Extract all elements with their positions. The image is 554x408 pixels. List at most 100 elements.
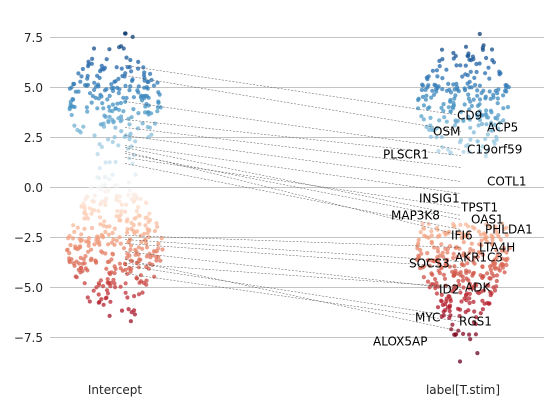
gene-label: RGS1	[459, 315, 492, 329]
coefficient-point	[439, 298, 444, 303]
coefficient-point	[481, 88, 486, 93]
coefficient-point	[504, 225, 509, 230]
gene-label: MYC	[415, 311, 440, 325]
coefficient-point	[435, 74, 440, 79]
coefficient-point	[126, 307, 131, 312]
gene-connector-line	[124, 101, 462, 150]
coefficient-point	[107, 160, 112, 165]
coefficient-point	[113, 159, 118, 165]
coefficient-point	[91, 199, 96, 204]
coefficient-point	[83, 254, 88, 259]
coefficient-point	[131, 192, 136, 197]
coefficient-point	[495, 101, 500, 106]
coefficient-point	[107, 108, 112, 113]
y-tick-label: 7.5	[24, 31, 43, 45]
coefficient-point	[70, 236, 76, 241]
gene-label: INSIG1	[419, 192, 460, 206]
coefficient-point	[114, 214, 119, 219]
coefficient-point	[485, 271, 490, 276]
coefficient-point	[477, 109, 482, 114]
coefficient-point	[482, 232, 488, 237]
coefficient-point	[435, 234, 441, 239]
coefficient-point	[458, 222, 463, 227]
coefficient-point	[99, 232, 104, 238]
coefficient-point	[456, 278, 461, 284]
coefficient-point	[460, 74, 465, 79]
coefficient-point	[461, 149, 466, 154]
coefficient-point	[488, 290, 493, 295]
coefficient-point	[126, 180, 131, 185]
coefficient-point	[495, 91, 500, 96]
coefficient-point	[484, 108, 489, 113]
coefficient-point	[91, 46, 97, 51]
coefficient-point	[79, 232, 84, 237]
coefficient-point	[115, 183, 120, 188]
coefficient-point	[440, 250, 445, 255]
coefficient-point	[451, 255, 456, 261]
coefficient-point	[501, 106, 506, 111]
coefficient-point	[477, 97, 483, 102]
gene-labels: CD9 ACP5 OSM C19orf59 PLSCR1 COTL1 INSIG1TPST1…	[373, 109, 533, 349]
coefficient-point	[445, 305, 450, 310]
coefficient-point	[107, 177, 112, 182]
gene-connector-line	[124, 119, 462, 156]
coefficient-point	[95, 106, 100, 111]
coefficient-point	[103, 160, 108, 165]
coefficient-point	[448, 313, 453, 318]
coefficient-point	[118, 266, 123, 271]
coefficient-point	[100, 101, 105, 106]
coefficient-point	[433, 284, 438, 289]
coefficient-point	[128, 84, 133, 89]
coefficient-point	[119, 66, 124, 71]
coefficient-point	[127, 253, 132, 258]
coefficient-point	[80, 66, 85, 72]
coefficient-point	[118, 241, 123, 246]
coefficient-point	[485, 240, 490, 245]
coefficient-point	[106, 137, 111, 142]
coefficient-point	[126, 193, 131, 198]
coefficient-point	[89, 61, 94, 66]
coefficient-point	[124, 219, 129, 224]
x-tick-label: label[T.stim]	[426, 383, 500, 397]
coefficient-point	[81, 257, 86, 262]
coefficient-point	[454, 63, 459, 68]
coefficient-point	[92, 87, 97, 92]
coefficient-point	[471, 285, 476, 291]
coefficient-point	[136, 59, 141, 64]
coefficient-point	[82, 281, 87, 286]
coefficient-point	[105, 277, 110, 282]
coefficient-point	[117, 261, 122, 266]
coefficient-point	[468, 337, 473, 342]
coefficient-point	[93, 258, 98, 263]
coefficient-point	[488, 276, 493, 281]
coefficient-point	[147, 251, 152, 256]
coefficient-point	[128, 57, 133, 63]
coefficient-point	[447, 244, 453, 249]
coefficient-point	[460, 278, 466, 283]
coefficient-point	[493, 266, 498, 271]
coefficient-point	[435, 246, 440, 251]
coefficient-point	[457, 307, 463, 312]
coefficient-point	[429, 95, 434, 100]
coefficient-point	[490, 237, 495, 242]
gene-connectors	[124, 65, 462, 332]
coefficient-point	[159, 236, 164, 241]
gene-connector-line	[124, 135, 462, 182]
coefficient-point	[467, 107, 472, 112]
coefficient-point	[499, 261, 504, 266]
coefficient-point	[469, 103, 474, 109]
coefficient-point	[78, 130, 83, 135]
coefficient-point	[109, 82, 114, 87]
gene-connector-line	[124, 153, 462, 220]
coefficient-point	[107, 313, 112, 318]
coefficient-point	[472, 75, 477, 80]
coefficient-point	[435, 249, 441, 254]
coefficient-point	[118, 100, 123, 106]
coefficient-point	[67, 251, 72, 256]
coefficient-point	[463, 253, 468, 259]
coefficient-point	[439, 292, 444, 297]
coefficient-point	[479, 112, 484, 117]
coefficient-point	[137, 222, 142, 227]
coefficient-point	[101, 284, 106, 289]
coefficient-point	[429, 239, 434, 244]
